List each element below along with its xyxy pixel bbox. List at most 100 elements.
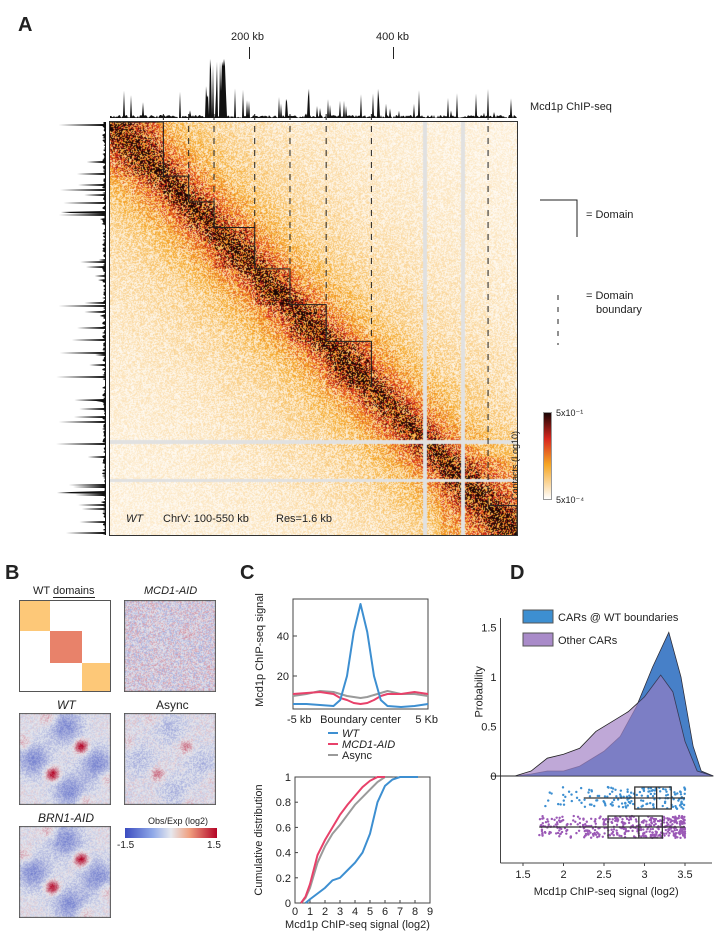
scatter-point [672, 819, 676, 823]
scatter-point [665, 832, 668, 835]
x-tick-label: 5 Kb [415, 714, 438, 726]
obs-exp-min: -1.5 [117, 840, 135, 851]
scatter-point [653, 792, 656, 796]
scatter-point [576, 815, 580, 818]
obs-exp-max: 1.5 [207, 840, 221, 851]
scatter-point [664, 828, 668, 832]
scatter-point [640, 835, 643, 838]
scatter-point [548, 791, 551, 794]
scatter-point [653, 818, 657, 822]
scatter-point [626, 790, 629, 794]
x-tick-label: 3.5 [677, 869, 692, 881]
panel-d-label: D [510, 562, 525, 584]
scatter-point [683, 815, 686, 819]
scatter-point [583, 798, 586, 802]
wt-domains-underlined: domains [52, 585, 95, 598]
scatter-point [634, 818, 638, 821]
scatter-point [610, 828, 613, 831]
scatter-point [676, 792, 679, 795]
x-tick-label: 3 [337, 906, 343, 918]
scatter-point [647, 787, 650, 790]
scatter-point [575, 796, 579, 800]
scatter-point [538, 833, 541, 837]
box-iqr [634, 786, 672, 810]
scatter-point [679, 803, 682, 806]
scatter-point [654, 822, 657, 826]
scatter-point [682, 821, 685, 825]
scatter-point [609, 802, 613, 806]
y-tick-label: 0.5 [481, 722, 496, 734]
scatter-point [657, 834, 660, 837]
scatter-point [597, 835, 601, 838]
scatter-point [586, 832, 590, 835]
box-iqr [607, 815, 663, 839]
scatter-point [651, 827, 655, 831]
scatter-point [560, 830, 564, 834]
scatter-point [638, 790, 642, 794]
scatter-point [650, 789, 654, 792]
scatter-point [617, 805, 621, 808]
scatter-point [648, 830, 651, 833]
scatter-point [556, 831, 560, 835]
scatter-point [582, 827, 586, 830]
y-axis-label: Cumulative distribution [253, 784, 265, 895]
scatter-point [572, 814, 575, 818]
scatter-point [631, 829, 634, 833]
scatter-point [665, 821, 669, 824]
scatter-point [636, 830, 639, 833]
scatter-point [683, 832, 687, 835]
scatter-point [635, 793, 639, 797]
scatter-point [612, 798, 616, 802]
scatter-point [606, 795, 609, 798]
scatter-point [611, 790, 614, 793]
scatter-point [546, 818, 549, 821]
scatter-point [558, 816, 561, 820]
scatter-point [562, 799, 565, 802]
scatter-point [612, 828, 616, 831]
x-axis-label: Mcd1p ChIP-seq signal (log2) [285, 919, 430, 931]
scatter-point [595, 799, 598, 802]
scatter-point [662, 821, 666, 824]
scatter-point [635, 820, 638, 823]
scatter-point [679, 829, 682, 832]
scatter-point [622, 823, 625, 826]
scatter-point [651, 833, 655, 837]
scatter-point [610, 786, 613, 790]
y-tick-label: 0 [490, 771, 496, 783]
wt-domains-schematic [19, 600, 111, 692]
scatter-point [583, 834, 587, 837]
scatter-point [541, 822, 544, 825]
legend-label: WT [342, 728, 360, 740]
scatter-point [608, 792, 612, 796]
scatter-point [668, 832, 671, 835]
scatter-point [541, 815, 544, 818]
scatter-point [673, 829, 677, 832]
legend-label: Other CARs [558, 635, 618, 647]
scatter-point [546, 820, 550, 823]
scatter-point [574, 820, 577, 824]
y-tick-label: 1.5 [481, 623, 496, 635]
scatter-point [584, 832, 588, 836]
scatter-point [642, 788, 645, 792]
async-heatmap [124, 713, 216, 805]
y-tick-label: 0.6 [276, 822, 291, 834]
scatter-point [672, 832, 676, 835]
y-tick-label: 20 [277, 671, 289, 683]
scatter-point [594, 822, 597, 825]
scatter-point [652, 806, 655, 809]
scatter-point [628, 801, 632, 805]
scatter-point [560, 827, 563, 831]
scatter-point [565, 832, 568, 835]
scatter-point [639, 828, 643, 832]
scatter-point [621, 818, 624, 821]
hic-frame [109, 121, 518, 536]
scatter-point [675, 821, 678, 824]
scatter-point [623, 832, 627, 836]
scatter-point [562, 803, 566, 806]
scatter-point [550, 817, 554, 821]
obs-exp-colorbar-title: Obs/Exp (log2) [148, 816, 209, 826]
scatter-point [615, 829, 618, 832]
x-tick-label: 0 [292, 906, 298, 918]
panel-b-label: B [5, 562, 20, 584]
